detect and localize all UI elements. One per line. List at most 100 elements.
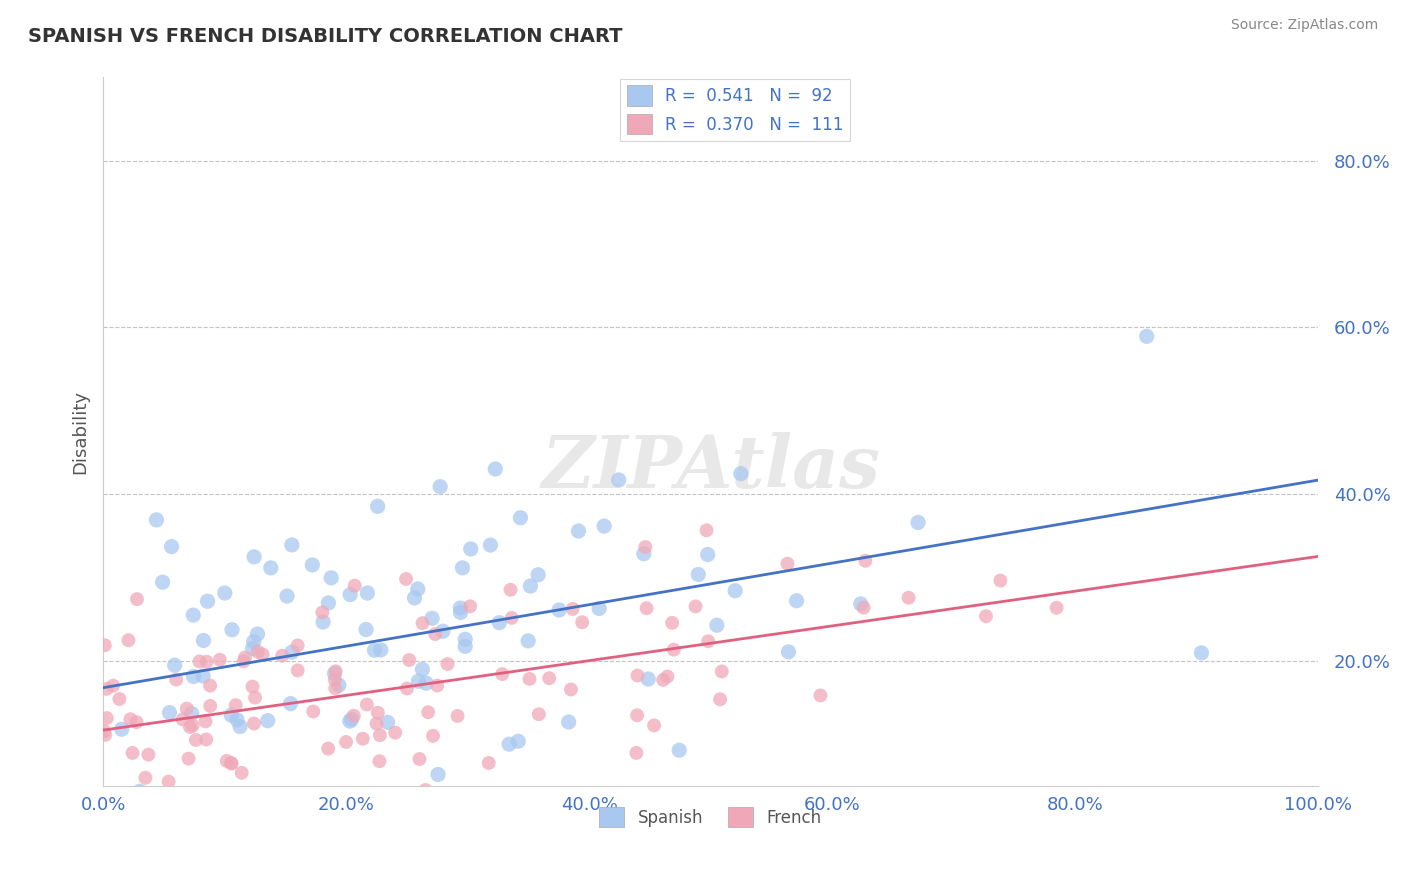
Point [214,586,236,600]
Point [121,746,143,760]
Point [96,711,118,725]
Point [460,541,482,556]
Point [380,797,402,811]
Point [94,638,117,652]
Point [370,643,392,657]
Point [181,719,204,733]
Point [221,623,243,637]
Point [188,655,211,669]
Point [129,784,152,798]
Point [422,729,444,743]
Point [685,599,707,614]
Point [408,752,430,766]
Point [287,639,309,653]
Point [246,645,269,659]
Point [181,608,204,623]
Point [316,741,339,756]
Point [160,540,183,554]
Point [312,615,335,629]
Point [346,830,368,844]
Point [219,708,242,723]
Point [548,603,571,617]
Point [200,698,222,713]
Point [125,592,148,607]
Point [404,591,426,605]
Point [352,731,374,746]
Point [384,725,406,739]
Point [363,643,385,657]
Point [368,728,391,742]
Point [786,593,808,607]
Point [415,676,437,690]
Point [243,716,266,731]
Point [195,655,218,669]
Point [607,473,630,487]
Point [425,627,447,641]
Point [311,605,333,619]
Point [454,632,477,647]
Point [367,500,389,514]
Point [446,709,468,723]
Point [198,679,221,693]
Point [517,633,540,648]
Point [111,722,134,736]
Point [661,615,683,630]
Point [211,794,233,808]
Point [662,642,685,657]
Point [688,567,710,582]
Point [458,599,481,614]
Point [501,611,523,625]
Point [242,634,264,648]
Point [197,594,219,608]
Point [488,615,510,630]
Point [538,671,561,685]
Point [626,708,648,723]
Point [366,716,388,731]
Point [479,538,502,552]
Point [256,714,278,728]
Point [152,575,174,590]
Point [368,754,391,768]
Point [571,615,593,630]
Point [236,832,259,847]
Point [1136,329,1159,343]
Point [117,633,139,648]
Point [276,589,298,603]
Point [138,747,160,762]
Text: ZIPAtlas: ZIPAtlas [541,432,880,502]
Point [176,701,198,715]
Point [232,654,254,668]
Point [354,623,377,637]
Point [159,706,181,720]
Point [730,467,752,481]
Point [449,601,471,615]
Point [195,732,218,747]
Point [499,582,522,597]
Point [990,574,1012,588]
Point [328,678,350,692]
Point [233,650,256,665]
Point [157,774,180,789]
Point [242,641,264,656]
Point [561,602,583,616]
Point [709,692,731,706]
Point [1189,646,1212,660]
Point [527,707,550,722]
Point [509,510,531,524]
Point [94,728,117,742]
Point [177,751,200,765]
Point [377,715,399,730]
Point [120,824,142,838]
Point [281,645,304,659]
Point [335,735,357,749]
Point [508,734,530,748]
Point [191,669,214,683]
Point [776,557,799,571]
Point [527,567,550,582]
Point [415,783,437,797]
Point [163,658,186,673]
Point [451,561,474,575]
Point [427,767,450,781]
Point [907,516,929,530]
Point [643,718,665,732]
